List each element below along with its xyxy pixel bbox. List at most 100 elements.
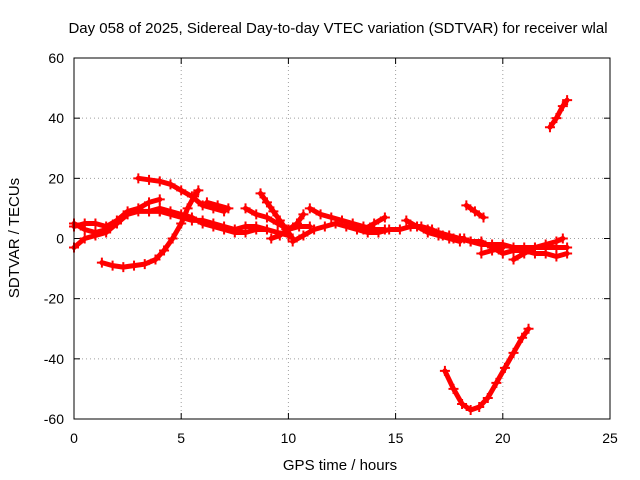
- y-axis-label: SDTVAR / TECUs: [6, 178, 23, 298]
- data-point: [118, 262, 129, 273]
- data-point: [523, 323, 534, 334]
- data-point: [491, 377, 502, 388]
- data-point: [551, 251, 562, 262]
- data-point: [274, 230, 285, 241]
- data-track: [476, 242, 508, 259]
- data-point: [422, 224, 433, 235]
- data-point: [461, 200, 472, 211]
- data-track: [508, 233, 568, 265]
- data-point: [129, 260, 140, 271]
- data-point: [208, 218, 219, 229]
- data-point: [465, 404, 476, 415]
- data-point: [379, 224, 390, 235]
- data-point: [261, 212, 272, 223]
- data-point: [487, 245, 498, 256]
- data-point: [186, 215, 197, 226]
- y-tick-label: -20: [44, 291, 64, 307]
- data-track: [133, 173, 230, 217]
- data-point: [186, 191, 197, 202]
- data-point: [287, 236, 298, 247]
- data-point: [497, 242, 508, 253]
- plot-frame: [73, 57, 611, 420]
- data-point: [154, 194, 165, 205]
- data-point: [144, 174, 155, 185]
- data-point: [182, 203, 193, 214]
- data-point: [540, 248, 551, 259]
- data-point: [176, 185, 187, 196]
- data-track-line: [547, 97, 570, 130]
- data-point: [274, 215, 285, 226]
- data-point: [154, 176, 165, 187]
- data-point: [165, 209, 176, 220]
- x-tick-label: 20: [495, 430, 511, 446]
- y-tick-label: 20: [48, 170, 64, 186]
- data-point: [261, 197, 272, 208]
- data-point: [111, 218, 122, 229]
- data-point: [319, 221, 330, 232]
- data-point: [139, 259, 150, 270]
- data-point: [369, 218, 380, 229]
- data-track: [201, 197, 234, 214]
- data-point: [266, 233, 277, 244]
- x-tick-label: 10: [281, 430, 297, 446]
- data-point: [401, 215, 412, 226]
- x-axis-ticks: 0 5 10 15 20 25: [70, 58, 618, 446]
- data-track: [154, 206, 294, 241]
- data-point: [557, 233, 568, 244]
- x-tick-label: 5: [177, 430, 185, 446]
- data-point: [159, 245, 170, 256]
- data-point: [562, 248, 573, 259]
- data-point: [379, 212, 390, 223]
- data-point: [165, 179, 176, 190]
- data-point: [412, 221, 423, 232]
- data-point: [193, 185, 204, 196]
- data-point: [197, 215, 208, 226]
- data-point: [474, 401, 485, 412]
- data-point: [551, 113, 562, 124]
- data-point: [229, 224, 240, 235]
- data-point: [544, 122, 555, 133]
- data-track: [461, 200, 489, 223]
- data-point: [304, 203, 315, 214]
- data-point: [298, 230, 309, 241]
- data-point: [298, 209, 309, 220]
- x-tick-label: 25: [602, 430, 618, 446]
- data-point: [465, 236, 476, 247]
- data-point: [240, 203, 251, 214]
- data-point: [457, 398, 468, 409]
- data-point: [476, 248, 487, 259]
- data-point: [482, 392, 493, 403]
- data-track: [439, 323, 534, 415]
- data-point: [79, 233, 90, 244]
- y-tick-label: -60: [44, 411, 64, 427]
- data-track: [266, 209, 309, 244]
- data-point: [251, 209, 262, 220]
- data-point: [469, 206, 480, 217]
- data-point: [219, 221, 230, 232]
- data-point: [144, 206, 155, 217]
- data-track: [304, 203, 390, 235]
- x-tick-label: 0: [70, 430, 78, 446]
- data-point: [394, 224, 405, 235]
- data-point: [478, 212, 489, 223]
- data-point: [268, 206, 279, 217]
- data-point: [557, 101, 568, 112]
- data-point: [508, 245, 519, 256]
- y-tick-label: 60: [48, 50, 64, 66]
- data-point: [439, 365, 450, 376]
- data-point: [240, 221, 251, 232]
- data-point: [251, 221, 262, 232]
- data-point: [144, 197, 155, 208]
- data-point: [167, 233, 178, 244]
- data-point: [283, 224, 294, 235]
- data-point: [315, 209, 326, 220]
- x-tick-label: 15: [388, 430, 404, 446]
- data-point: [448, 383, 459, 394]
- data-point: [133, 206, 144, 217]
- data-point: [176, 212, 187, 223]
- data-point: [326, 212, 337, 223]
- data-point: [122, 209, 133, 220]
- data-track: [358, 212, 390, 235]
- data-point: [508, 254, 519, 265]
- data-point: [562, 95, 573, 106]
